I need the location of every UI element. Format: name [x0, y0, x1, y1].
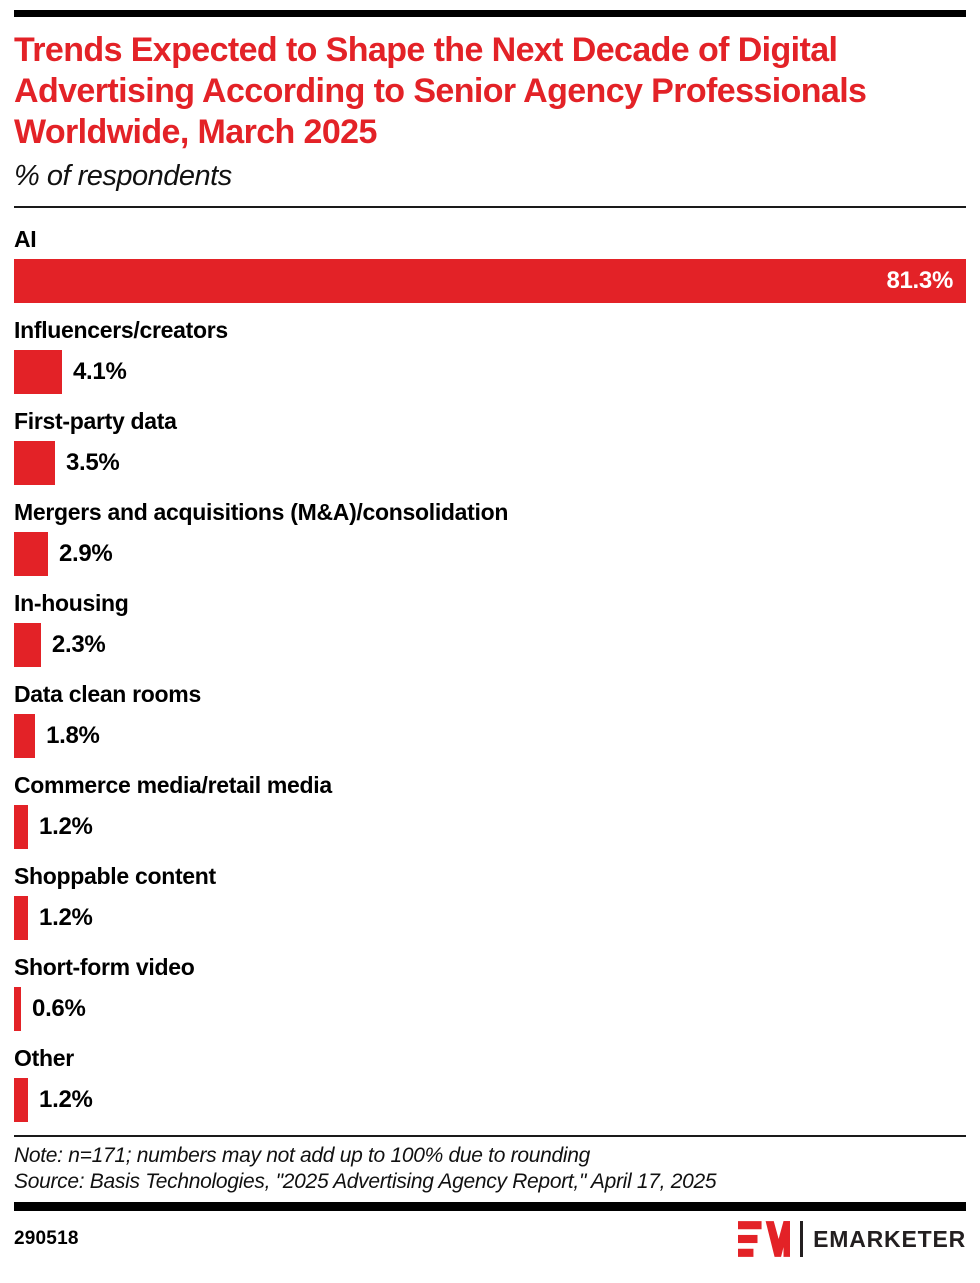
bar-row: Mergers and acquisitions (M&A)/consolida… — [14, 498, 966, 576]
value-label: 4.1% — [73, 358, 127, 385]
bar-row: Data clean rooms 1.8% — [14, 680, 966, 758]
value-label: 1.2% — [39, 1086, 93, 1113]
value-label: 0.6% — [32, 995, 86, 1022]
bar — [14, 623, 41, 667]
value-label: 3.5% — [65, 449, 120, 476]
em-monogram-icon — [738, 1221, 791, 1257]
bar — [14, 532, 48, 576]
notes-block: Note: n=171; numbers may not add up to 1… — [14, 1143, 966, 1195]
bar-track: 0.6% — [14, 987, 966, 1031]
bar-track: 1.2% — [14, 896, 966, 940]
bar — [14, 1078, 29, 1122]
bar — [14, 441, 55, 485]
value-label: 1.2% — [39, 813, 93, 840]
category-label: Data clean rooms — [14, 681, 201, 707]
bar-row: AI 81.3% — [14, 225, 966, 303]
category-label: Mergers and acquisitions (M&A)/consolida… — [14, 499, 509, 525]
chart-note: Note: n=171; numbers may not add up to 1… — [14, 1144, 590, 1167]
bar-track: 4.1% — [14, 350, 966, 394]
logo-divider — [800, 1221, 804, 1257]
emarketer-logo: EMARKETER — [738, 1220, 966, 1258]
bar-row: In-housing 2.3% — [14, 589, 966, 667]
value-label: 1.8% — [46, 722, 100, 749]
bar — [14, 259, 966, 303]
value-label: 2.3% — [51, 631, 106, 658]
bar-track: 81.3% — [14, 259, 966, 303]
category-label: Commerce media/retail media — [14, 772, 332, 798]
notes-divider — [14, 1135, 966, 1137]
bar-track: 1.2% — [14, 1078, 966, 1122]
bottom-rule — [14, 1202, 966, 1211]
bar-track: 1.2% — [14, 805, 966, 849]
category-label: In-housing — [14, 590, 129, 616]
bar — [14, 805, 29, 849]
chart-title: Trends Expected to Shape the Next Decade… — [14, 31, 867, 151]
value-label: 1.2% — [39, 904, 93, 931]
emarketer-wordmark: EMARKETER — [813, 1225, 966, 1252]
chart-source: Source: Basis Technologies, "2025 Advert… — [14, 1170, 717, 1193]
bar — [14, 714, 36, 758]
category-label: Influencers/creators — [14, 317, 228, 343]
category-label: AI — [14, 226, 37, 252]
footer-bar: 290518 EMARKETER — [14, 1220, 966, 1258]
bar-row: Other 1.2% — [14, 1044, 966, 1122]
bar-row: Commerce media/retail media 1.2% — [14, 771, 966, 849]
top-rule — [14, 10, 966, 17]
bar-row: Short-form video 0.6% — [14, 953, 966, 1031]
chart-id: 290518 — [14, 1228, 79, 1249]
bar-track: 1.8% — [14, 714, 966, 758]
category-label: Other — [14, 1045, 74, 1071]
bar-track: 2.9% — [14, 532, 966, 576]
bar-row: Influencers/creators 4.1% — [14, 316, 966, 394]
header-divider — [14, 206, 966, 208]
bar-row: First-party data 3.5% — [14, 407, 966, 485]
chart-subtitle: % of respondents — [14, 160, 232, 192]
bar-track: 2.3% — [14, 623, 966, 667]
bar-track: 3.5% — [14, 441, 966, 485]
value-label: 81.3% — [886, 267, 953, 294]
category-label: Short-form video — [14, 954, 195, 980]
category-label: First-party data — [14, 408, 177, 434]
bar-row: Shoppable content 1.2% — [14, 862, 966, 940]
bar — [14, 896, 29, 940]
category-label: Shoppable content — [14, 863, 216, 889]
value-label: 2.9% — [58, 540, 113, 567]
bar-chart: AI 81.3% Influencers/creators 4.1% First… — [14, 225, 966, 1122]
bar — [14, 987, 22, 1031]
bar — [14, 350, 62, 394]
